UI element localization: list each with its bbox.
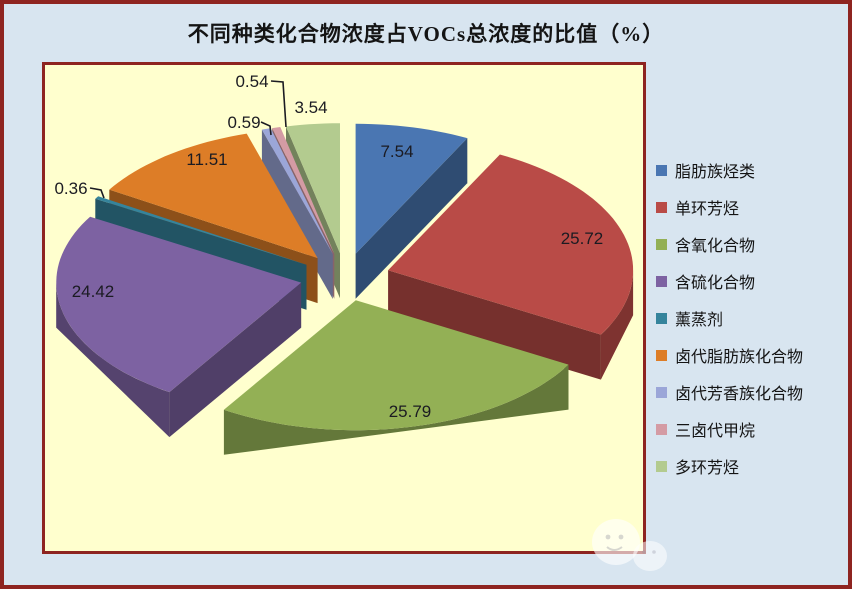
legend-item-3: 含硫化合物 — [656, 273, 803, 292]
legend-label: 含硫化合物 — [675, 275, 756, 292]
leader-line-4 — [89, 187, 105, 199]
plot-area: 7.54 25.72 25.79 24.42 0.36 11.51 0.59 0.54 3.54 — [42, 62, 646, 554]
data-label-7: 0.54 — [235, 72, 268, 91]
legend-swatch-icon — [656, 201, 667, 213]
legend-swatch-icon — [656, 349, 667, 361]
leader-line-7 — [270, 80, 287, 128]
legend-item-6: 卤代芳香族化合物 — [656, 384, 803, 403]
data-label-3: 24.42 — [72, 282, 115, 301]
pie-slice-2 — [223, 300, 569, 455]
legend-label: 卤代脂肪族化合物 — [675, 349, 804, 366]
data-label-6: 0.59 — [227, 113, 260, 132]
pie-slice-0 — [355, 123, 468, 299]
data-label-1: 25.72 — [561, 229, 604, 248]
pie-3d-chart: 7.54 25.72 25.79 24.42 0.36 11.510.59 0.54 3.54 — [54, 72, 634, 455]
data-label-5: 11.51 — [186, 150, 227, 169]
data-label-8: 3.54 — [294, 98, 327, 117]
legend-swatch-icon — [656, 460, 667, 472]
legend-label: 三卤代甲烷 — [675, 423, 756, 440]
legend: 脂肪族烃类单环芳烃含氧化合物含硫化合物薰蒸剂卤代脂肪族化合物 卤代芳香族化合物 三卤… — [656, 162, 803, 495]
legend-item-5: 卤代脂肪族化合物 — [656, 347, 803, 366]
legend-swatch-icon — [656, 238, 667, 250]
legend-label: 含氧化合物 — [675, 238, 756, 255]
pie-slice-3 — [56, 216, 302, 438]
legend-item-8: 多环芳烃 — [656, 458, 803, 477]
legend-label: 卤代芳香族化合物 — [675, 386, 804, 403]
legend-label: 薰蒸剂 — [675, 312, 724, 329]
data-label-4: 0.36 — [54, 179, 87, 198]
legend-item-1: 单环芳烃 — [656, 199, 803, 218]
legend-item-0: 脂肪族烃类 — [656, 162, 803, 181]
data-label-0: 7.54 — [380, 142, 413, 161]
legend-item-7: 三卤代甲烷 — [656, 421, 803, 440]
legend-label: 单环芳烃 — [675, 201, 740, 218]
data-label-2: 25.79 — [389, 402, 432, 421]
legend-item-2: 含氧化合物 — [656, 236, 803, 255]
pie-slice-1 — [388, 154, 634, 380]
leader-line-6 — [260, 121, 272, 136]
chart-title: 不同种类化合物浓度占VOCs总浓度的比值（%） — [187, 22, 665, 46]
legend-swatch-icon — [656, 275, 667, 287]
legend-label: 脂肪族烃类 — [675, 164, 756, 181]
legend-item-4: 薰蒸剂 — [656, 310, 803, 329]
legend-label: 多环芳烃 — [675, 460, 740, 477]
legend-swatch-icon — [656, 386, 667, 398]
legend-swatch-icon — [656, 312, 667, 324]
legend-swatch-icon — [656, 423, 667, 435]
legend-swatch-icon — [656, 164, 667, 176]
